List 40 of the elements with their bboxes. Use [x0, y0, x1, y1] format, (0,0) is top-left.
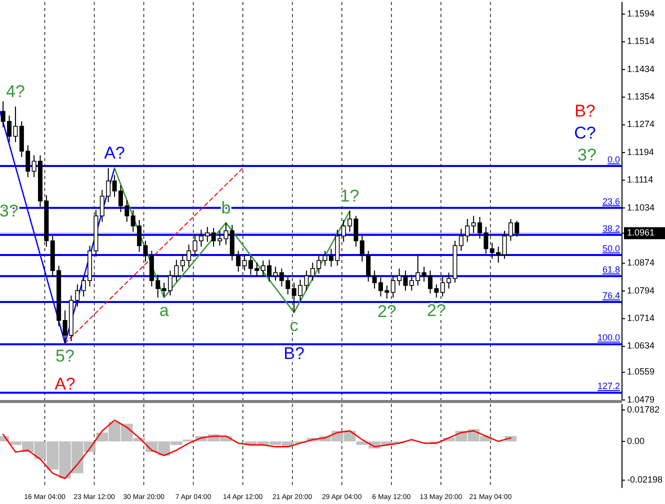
annotation: B? — [574, 101, 596, 120]
y-tick-label: 1.0479 — [627, 394, 655, 404]
y-tick-label: 1.1354 — [627, 92, 655, 102]
y-tick-label: 1.1274 — [627, 119, 655, 130]
annotation: 2? — [426, 301, 446, 320]
y-tick-label: -0.02198 — [627, 474, 663, 485]
y-tick-label: 1.1034 — [627, 202, 655, 212]
annotation: A? — [104, 144, 125, 163]
annotation: A? — [54, 374, 76, 394]
annotation: c — [290, 316, 299, 335]
annotation: 23.6 — [602, 196, 620, 206]
y-tick-label: 1.0794 — [627, 285, 655, 296]
annotation: B? — [284, 344, 304, 363]
annotation: 76.4 — [602, 290, 620, 300]
annotation: 127.2 — [597, 381, 620, 392]
annotation: a — [159, 301, 170, 320]
annotation: 1? — [340, 186, 360, 206]
y-tick-label: 1.1114 — [627, 174, 654, 185]
y-tick-label: 1.1434 — [627, 64, 655, 74]
y-tick-label: 1.0961 — [627, 228, 655, 238]
y-tick-label: 1.1594 — [627, 8, 655, 18]
annotation: 100.0 — [597, 332, 620, 343]
annotation: 0.0 — [607, 154, 620, 164]
y-tick-label: 0.01782 — [627, 404, 660, 414]
y-tick-label: 1.0634 — [627, 340, 655, 351]
y-tick-label: 1.0874 — [627, 258, 655, 268]
line-series — [2, 420, 512, 480]
y-tick-label: 1.0559 — [627, 366, 655, 377]
annotation: 38.2 — [602, 223, 620, 234]
y-tick-label: 1.0714 — [627, 313, 655, 324]
annotation: 2? — [377, 302, 396, 322]
y-tick-label: 1.1194 — [627, 146, 654, 157]
annotation: 4? — [6, 82, 25, 102]
annotation: 61.8 — [602, 264, 620, 274]
annotation: C? — [574, 123, 596, 142]
y-tick-label: 1.1514 — [627, 36, 655, 46]
annotation: 50.0 — [602, 243, 620, 254]
annotation: 3? — [578, 145, 596, 164]
annotation: 5? — [56, 346, 74, 366]
y-tick-label: 0.00 — [627, 436, 645, 446]
